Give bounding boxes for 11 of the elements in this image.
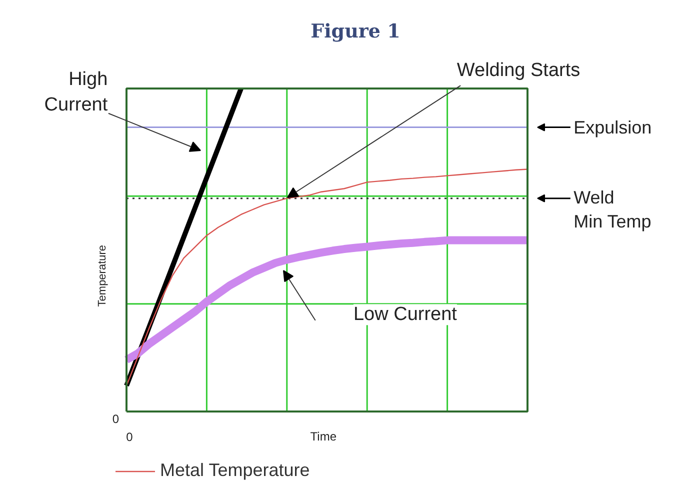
legend-label: Metal Temperature — [160, 460, 310, 481]
ref-line-label: Expulsion — [574, 117, 652, 138]
y-axis-title: Temperature — [96, 244, 108, 307]
ref-line-label: Weld Min Temp — [574, 187, 652, 232]
x-axis-title: Time — [310, 429, 337, 444]
text: Welding Starts — [456, 60, 580, 81]
text: 0 — [112, 412, 120, 426]
annotation: Low Current — [353, 304, 458, 326]
chart-title: Figure 1 — [310, 20, 400, 43]
text: 0 — [126, 430, 134, 444]
text: High Current — [44, 69, 108, 116]
